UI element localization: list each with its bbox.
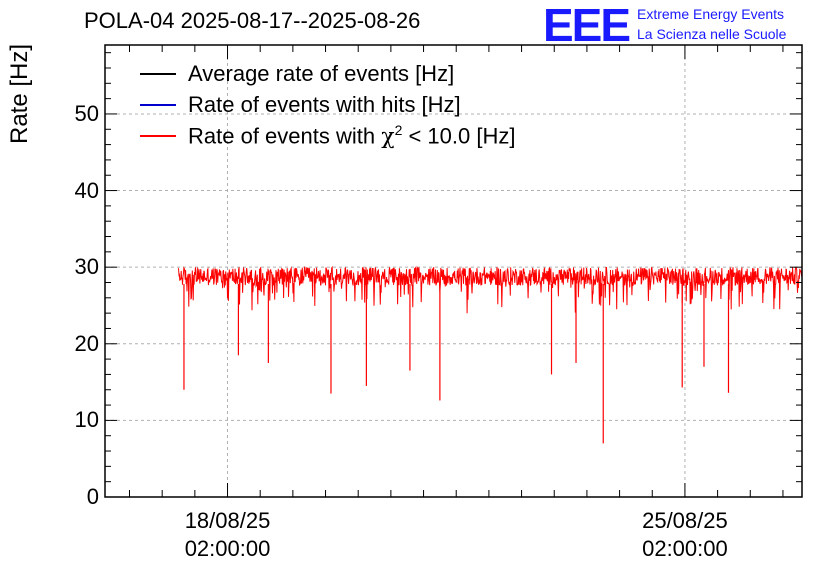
x-tick-time: 02:00:00 — [184, 536, 271, 561]
y-axis-label: Rate [Hz] — [6, 43, 33, 144]
chi2-rate-trace — [178, 265, 803, 314]
chart-title: POLA-04 2025-08-17--2025-08-26 — [84, 8, 421, 33]
y-tick-label: 10 — [74, 407, 99, 433]
plot-frame — [104, 44, 803, 498]
legend-entry-average: Average rate of events [Hz] — [140, 58, 515, 89]
y-tick-label: 0 — [86, 484, 99, 509]
legend-swatch-average — [140, 72, 176, 75]
legend: Average rate of events [Hz] Rate of even… — [140, 58, 515, 151]
legend-entry-hits: Rate of events with hits [Hz] — [140, 89, 515, 120]
x-tick-label: 25/08/25 02:00:00 — [642, 507, 728, 563]
y-tick-label: 20 — [74, 330, 99, 356]
legend-label-hits: Rate of events with hits [Hz] — [188, 91, 461, 117]
x-tick-date: 18/08/25 — [184, 508, 271, 533]
x-tick-date: 25/08/25 — [642, 508, 728, 533]
y-tick-label: 50 — [74, 100, 99, 126]
legend-entry-chi2: Rate of events with χ2 < 10.0 [Hz] — [140, 120, 515, 151]
legend-label-chi2: Rate of events with χ2 < 10.0 [Hz] — [188, 121, 516, 150]
eee-logo: EEE — [543, 0, 631, 51]
legend-swatch-hits — [140, 103, 176, 106]
y-tick-label: 40 — [74, 177, 99, 203]
logo-line-2: La Scienza nelle Scuole — [637, 26, 787, 42]
x-tick-time: 02:00:00 — [642, 536, 728, 561]
logo-line-1: Extreme Energy Events — [637, 6, 785, 22]
legend-swatch-chi2 — [140, 134, 176, 137]
y-tick-label: 30 — [74, 254, 99, 280]
x-tick-label: 18/08/25 02:00:00 — [185, 507, 271, 563]
logo-text: Extreme Energy Events La Scienza nelle S… — [637, 4, 786, 44]
legend-label-average: Average rate of events [Hz] — [188, 60, 455, 86]
